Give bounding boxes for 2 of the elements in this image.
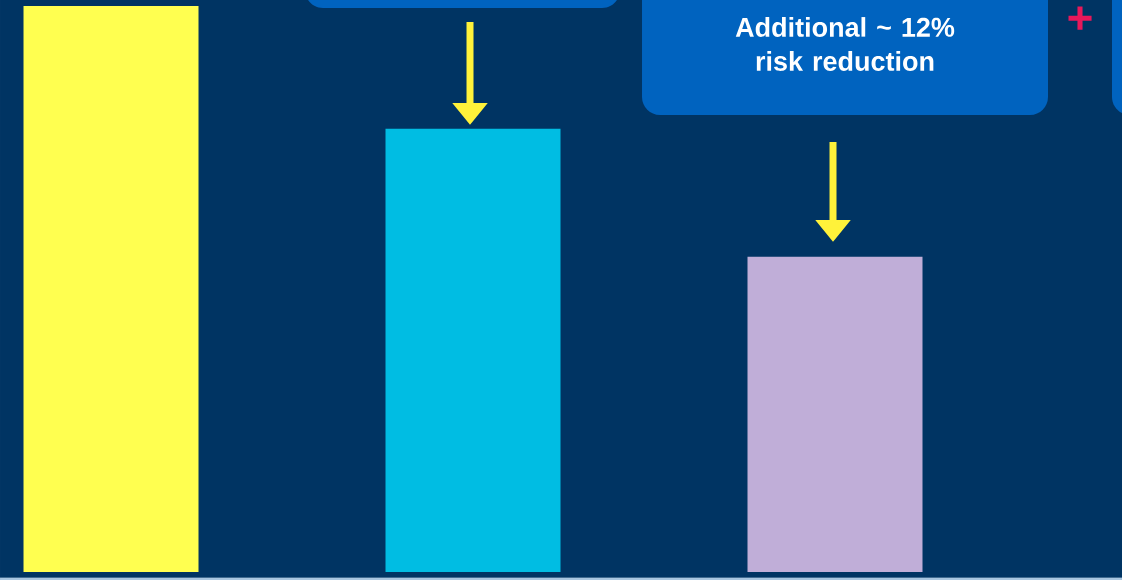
annotation: Additional ~ 12% risk reduction	[735, 17, 955, 71]
text: +	[1068, 6, 1092, 30]
